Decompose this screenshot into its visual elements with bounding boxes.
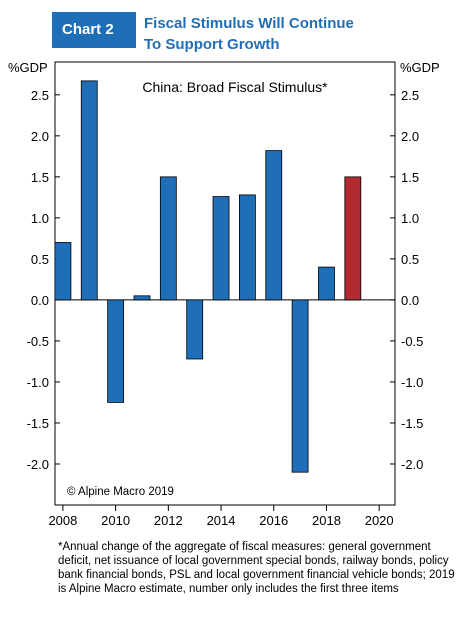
bar-2009 (80, 80, 98, 301)
bar-2017 (291, 299, 309, 473)
bar-2013 (186, 299, 204, 360)
y-tick-label-left: -1.0 (27, 375, 49, 390)
y-tick-label-right: -1.5 (401, 416, 423, 431)
y-unit-label-left: %GDP (8, 60, 48, 75)
y-tick-label-right: 1.5 (401, 170, 419, 185)
bar-2012 (159, 176, 177, 301)
x-tick-label: 2008 (48, 513, 77, 528)
y-tick-label-right: 2.0 (401, 129, 419, 144)
chart-title: China: Broad Fiscal Stimulus* (142, 79, 328, 95)
chart-header: Chart 2 Fiscal Stimulus Will Continue To… (52, 12, 354, 58)
bar-2016 (265, 150, 283, 301)
y-tick-label-left: 0.0 (31, 293, 49, 308)
y-tick-label-right: 0.5 (401, 252, 419, 267)
bar-2011 (133, 295, 151, 301)
chart-heading-line-2: To Support Growth (144, 36, 280, 53)
y-tick-label-left: 0.5 (31, 252, 49, 267)
y-tick-label-left: 2.5 (31, 88, 49, 103)
y-tick-label-right: 2.5 (401, 88, 419, 103)
chart-heading-line-1: Fiscal Stimulus Will Continue (144, 15, 354, 32)
bar-2008 (54, 242, 72, 301)
y-tick-label-right: 1.0 (401, 211, 419, 226)
bar-2019 (344, 176, 362, 301)
chart-footnote: *Annual change of the aggregate of fisca… (58, 541, 455, 595)
y-tick-label-left: -1.5 (27, 416, 49, 431)
y-tick-label-left: 2.0 (31, 129, 49, 144)
x-tick-label: 2014 (207, 513, 236, 528)
y-tick-label-left: -0.5 (27, 334, 49, 349)
bar-2018 (318, 266, 335, 301)
y-unit-label-right: %GDP (400, 60, 440, 75)
y-tick-label-right: -1.0 (401, 375, 423, 390)
y-tick-label-left: 1.5 (31, 170, 49, 185)
y-tick-label-right: -2.0 (401, 457, 423, 472)
y-tick-label-left: 1.0 (31, 211, 49, 226)
x-tick-label: 2012 (154, 513, 183, 528)
bar-2010 (107, 299, 125, 403)
x-tick-label: 2018 (312, 513, 341, 528)
chart-heading: Fiscal Stimulus Will Continue To Support… (144, 13, 354, 58)
x-tick-label: 2016 (259, 513, 288, 528)
bar-2015 (239, 194, 256, 301)
x-tick-label: 2020 (365, 513, 394, 528)
y-tick-label-right: -0.5 (401, 334, 423, 349)
y-tick-label-left: -2.0 (27, 457, 49, 472)
x-tick-label: 2010 (101, 513, 130, 528)
copyright-label: © Alpine Macro 2019 (67, 486, 174, 498)
chart-number-tag: Chart 2 (52, 12, 136, 48)
bar-chart: 2.5 2.5 2.0 2.0 1.5 1.5 1.0 1.0 0.5 0.5 0.0 0.0 -0.5… (8, 60, 440, 528)
bar-2014 (212, 196, 230, 301)
y-tick-label-right: 0.0 (401, 293, 419, 308)
